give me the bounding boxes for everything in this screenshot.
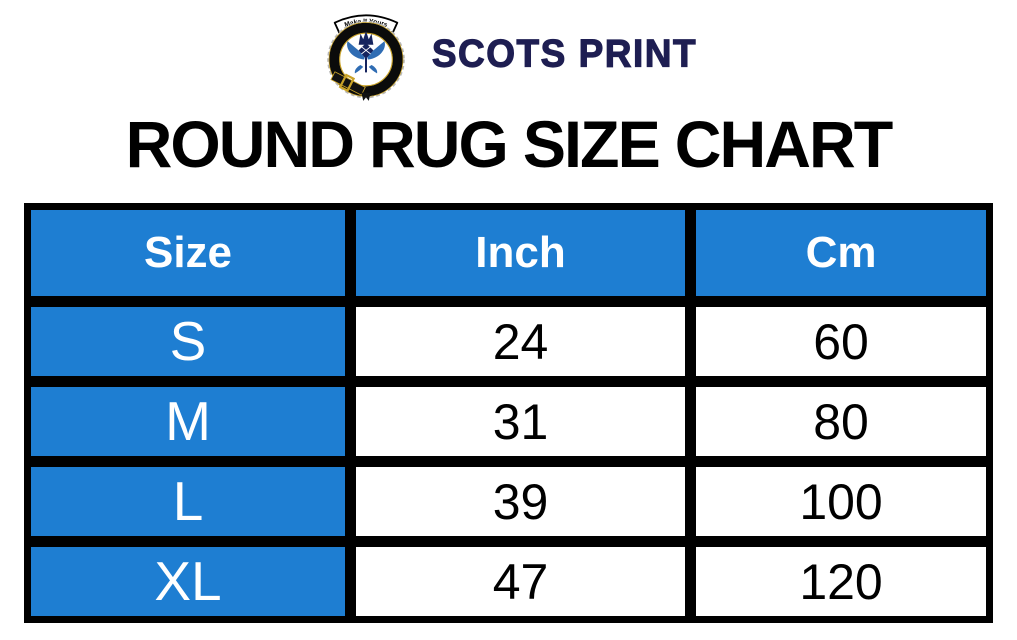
brand-header: Make It Yours	[0, 0, 1017, 102]
column-header-inch: Inch	[356, 210, 686, 297]
size-chart-table: Size Inch Cm S 24 60 M 31 80 L 39 100 XL…	[24, 203, 993, 624]
inch-value-s: 24	[356, 307, 686, 377]
thistle-icon	[346, 31, 385, 74]
size-label-xl: XL	[31, 547, 345, 617]
size-label-m: M	[31, 387, 345, 457]
size-label-l: L	[31, 467, 345, 537]
belt-tail	[361, 92, 371, 101]
page-title: ROUND RUG SIZE CHART	[125, 107, 894, 181]
inch-value-m: 31	[356, 387, 686, 457]
cm-value-m: 80	[696, 387, 986, 457]
column-header-size: Size	[31, 210, 345, 297]
cm-value-l: 100	[696, 467, 986, 537]
size-label-s: S	[31, 307, 345, 377]
inch-value-xl: 47	[356, 547, 686, 617]
cm-value-xl: 120	[696, 547, 986, 617]
scots-print-crest-icon: Make It Yours	[327, 14, 405, 101]
inch-value-l: 39	[356, 467, 686, 537]
cm-value-s: 60	[696, 307, 986, 377]
column-header-cm: Cm	[696, 210, 986, 297]
brand-wordmark: SCOTS PRINT	[431, 32, 698, 76]
belt-buckle-icon	[330, 71, 366, 96]
